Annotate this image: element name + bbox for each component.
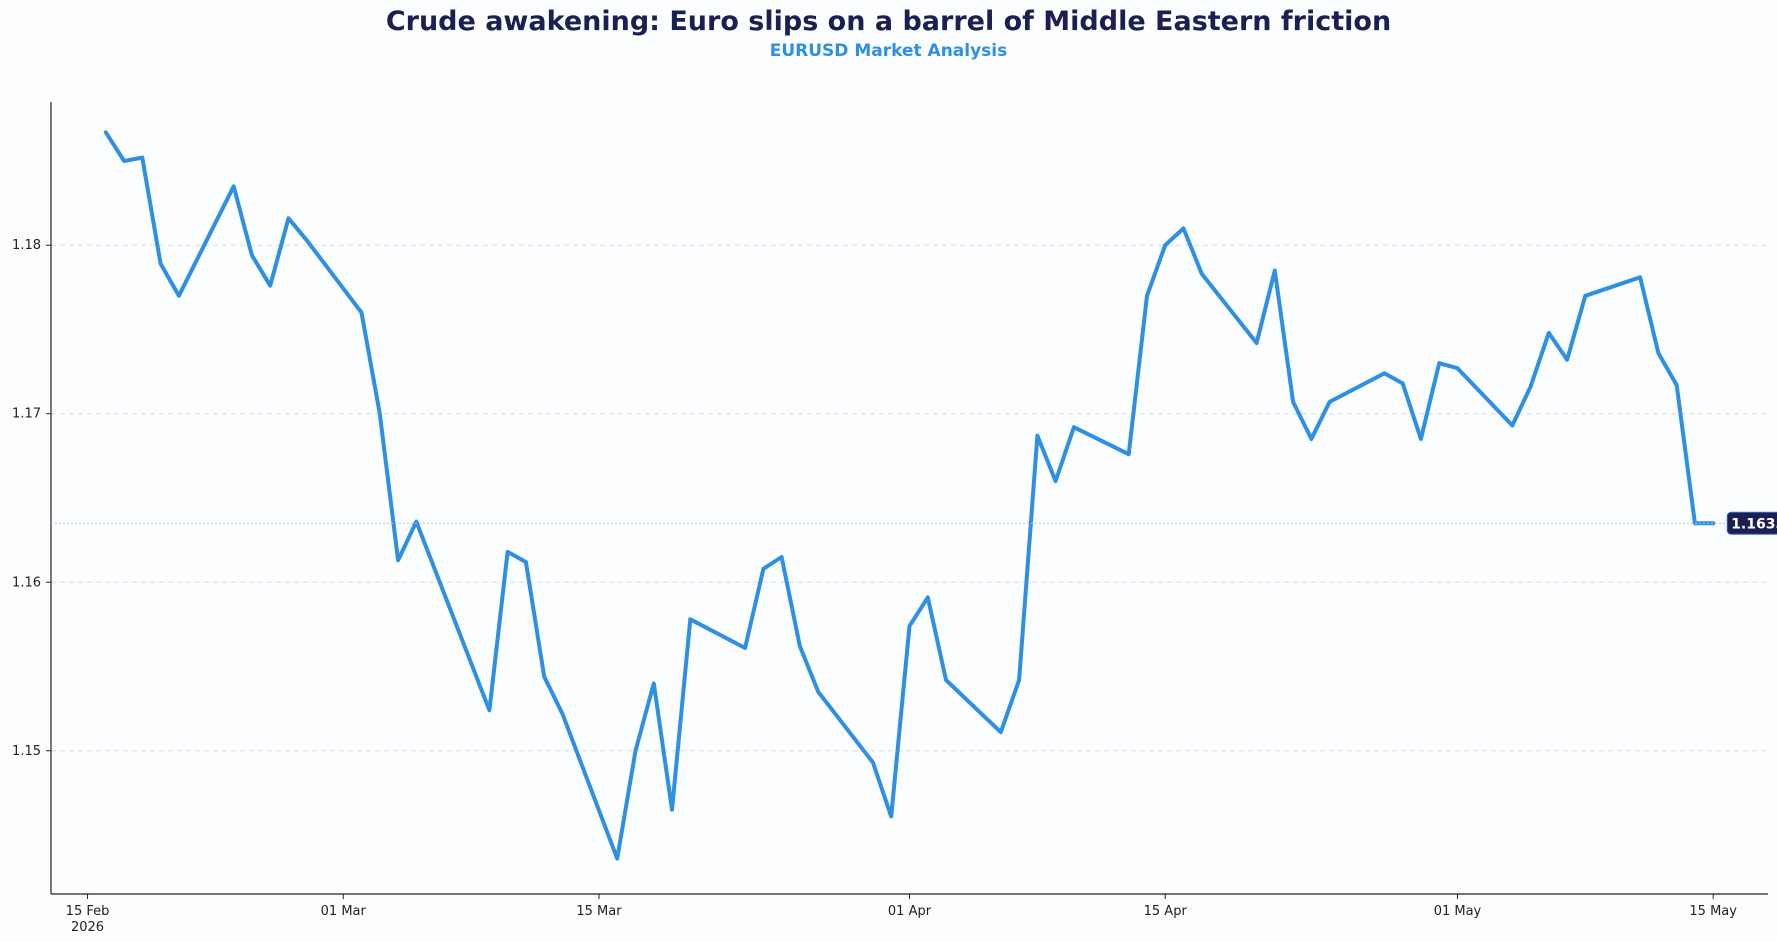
axes [46, 102, 1768, 899]
x-tick-label: 01 Mar [321, 904, 367, 919]
x-tick-label: 01 Apr [888, 904, 932, 919]
x-tick-label: 01 May [1434, 904, 1482, 919]
last-value-marker: 1.1635 [51, 511, 1777, 535]
y-tick-label: 1.17 [12, 407, 41, 422]
y-tick-label: 1.16 [12, 575, 41, 590]
x-tick-label: 15 Mar [576, 904, 622, 919]
chart-subtitle: EURUSD Market Analysis [769, 41, 1008, 61]
series-line [103, 130, 1716, 861]
y-tick-label: 1.18 [12, 238, 41, 253]
x-tick-label: 15 May [1689, 904, 1737, 919]
last-value-label: 1.1635 [1731, 516, 1777, 532]
series [103, 130, 1716, 861]
x-tick-sublabel: 2026 [71, 920, 104, 935]
chart-title: Crude awakening: Euro slips on a barrel … [385, 6, 1392, 37]
last-value-badge [1726, 511, 1777, 535]
gridlines [51, 244, 1768, 752]
x-tick-label: 15 Feb [66, 904, 110, 919]
x-tick-label: 15 Apr [1144, 904, 1188, 919]
y-tick-label: 1.15 [12, 744, 41, 759]
